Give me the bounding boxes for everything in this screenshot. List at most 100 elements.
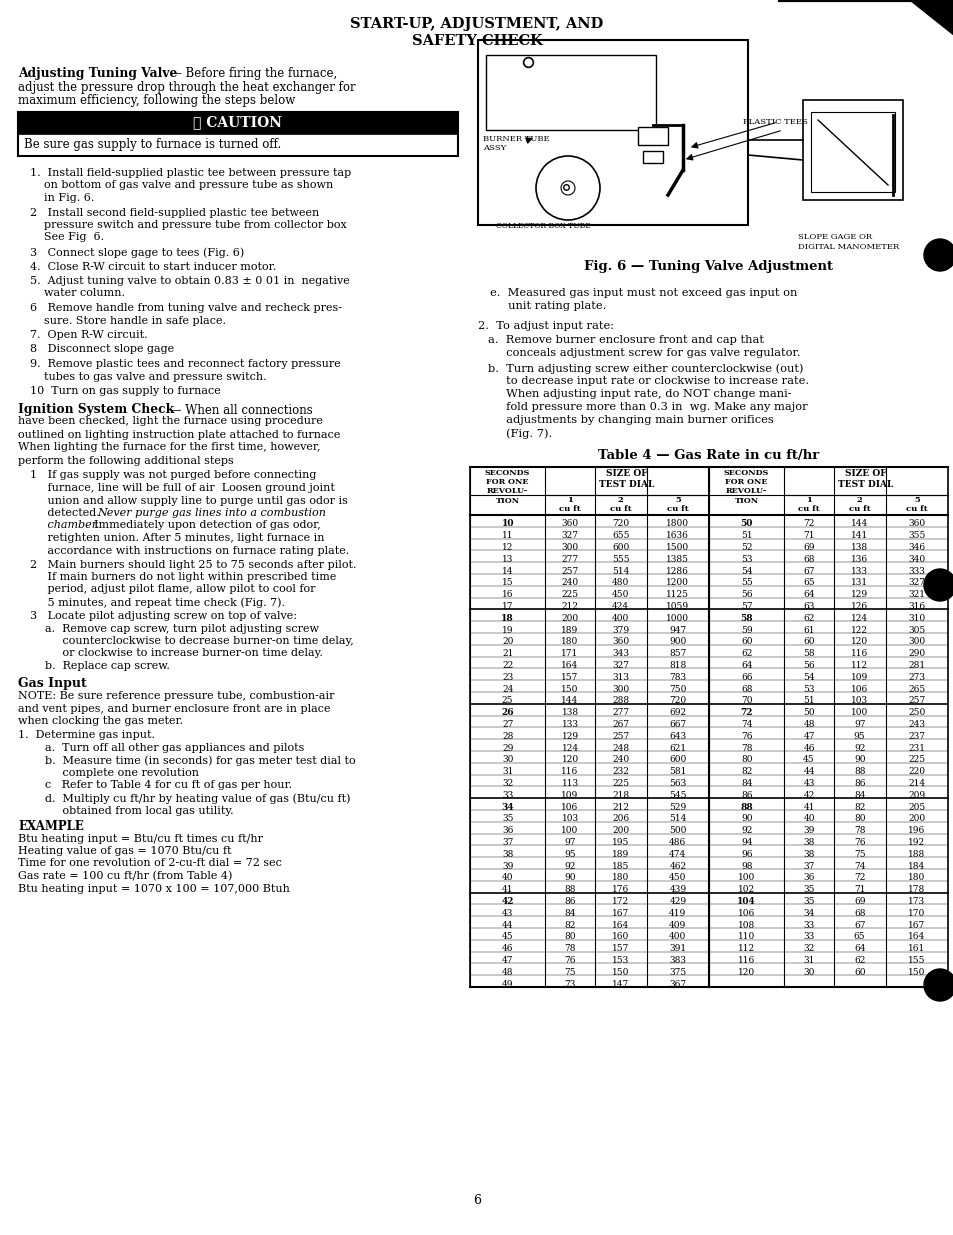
Text: EXAMPLE: EXAMPLE: [18, 820, 84, 834]
Text: 51: 51: [802, 697, 814, 705]
Text: detected.: detected.: [30, 508, 107, 517]
Text: 50: 50: [802, 708, 814, 718]
Text: 95: 95: [853, 732, 864, 741]
Text: 76: 76: [563, 956, 576, 965]
Text: 56: 56: [740, 590, 752, 599]
Text: 68: 68: [802, 555, 814, 563]
Text: COLLECTOR BOX TUBE: COLLECTOR BOX TUBE: [496, 222, 590, 230]
Text: 108: 108: [738, 920, 755, 930]
Text: 26: 26: [501, 708, 514, 718]
Text: 106: 106: [560, 803, 578, 811]
Text: 76: 76: [853, 839, 864, 847]
Text: 225: 225: [907, 756, 924, 764]
Text: 164: 164: [907, 932, 924, 941]
Text: 39: 39: [802, 826, 814, 835]
Text: furnace, line will be full of air  Loosen ground joint: furnace, line will be full of air Loosen…: [30, 483, 335, 493]
Bar: [18, 112, 457, 135]
Text: 43: 43: [501, 909, 513, 918]
Text: 189: 189: [560, 626, 578, 635]
Text: 2.  To adjust input rate:: 2. To adjust input rate:: [477, 321, 614, 331]
Text: 109: 109: [560, 790, 578, 800]
Text: 88: 88: [853, 767, 864, 776]
Text: 257: 257: [560, 567, 578, 576]
Text: 22: 22: [501, 661, 513, 669]
Text: 200: 200: [907, 814, 924, 824]
Text: b.  Turn adjusting screw either counterclockwise (out): b. Turn adjusting screw either countercl…: [488, 363, 802, 373]
Text: 131: 131: [850, 578, 867, 588]
Text: to decrease input rate or clockwise to increase rate.: to decrease input rate or clockwise to i…: [488, 375, 808, 387]
Text: 30: 30: [802, 968, 814, 977]
Text: 231: 231: [907, 743, 924, 752]
Text: 333: 333: [907, 567, 924, 576]
Text: Gas Input: Gas Input: [18, 677, 87, 690]
Text: 167: 167: [907, 920, 924, 930]
Text: 69: 69: [853, 897, 864, 906]
Text: 243: 243: [907, 720, 924, 729]
Text: 643: 643: [669, 732, 685, 741]
Text: 48: 48: [501, 968, 513, 977]
Text: 581: 581: [668, 767, 686, 776]
Text: 692: 692: [669, 708, 685, 718]
Text: 1.  Determine gas input.: 1. Determine gas input.: [18, 730, 154, 740]
Text: 667: 667: [668, 720, 686, 729]
Text: 47: 47: [501, 956, 513, 965]
Text: 138: 138: [850, 543, 867, 552]
Text: 300: 300: [612, 684, 629, 694]
Text: 40: 40: [501, 873, 513, 882]
Text: 29: 29: [501, 743, 513, 752]
Text: 35: 35: [802, 885, 814, 894]
Text: 82: 82: [853, 803, 864, 811]
Text: 529: 529: [668, 803, 686, 811]
Text: 1   If gas supply was not purged before connecting: 1 If gas supply was not purged before co…: [30, 471, 316, 480]
Text: 84: 84: [853, 790, 864, 800]
Text: 947: 947: [668, 626, 686, 635]
Text: 305: 305: [907, 626, 924, 635]
Text: 124: 124: [850, 614, 867, 622]
Text: 19: 19: [501, 626, 513, 635]
Text: 340: 340: [907, 555, 924, 563]
Text: 1286: 1286: [666, 567, 688, 576]
Text: 10  Turn on gas supply to furnace: 10 Turn on gas supply to furnace: [30, 387, 220, 396]
Text: 195: 195: [611, 839, 629, 847]
Text: 171: 171: [560, 650, 578, 658]
Text: 43: 43: [802, 779, 814, 788]
Text: 33: 33: [802, 920, 814, 930]
Text: complete one revolution: complete one revolution: [45, 768, 199, 778]
Text: 214: 214: [907, 779, 924, 788]
Text: 53: 53: [740, 555, 752, 563]
Text: 237: 237: [907, 732, 924, 741]
Text: 188: 188: [907, 850, 924, 858]
Text: 82: 82: [564, 920, 575, 930]
Text: 74: 74: [740, 720, 752, 729]
Bar: [477, 40, 747, 225]
Text: SAFETY CHECK: SAFETY CHECK: [411, 35, 542, 48]
Text: 27: 27: [501, 720, 513, 729]
Text: 1
cu ft: 1 cu ft: [558, 496, 580, 514]
Text: 82: 82: [740, 767, 752, 776]
Text: 59: 59: [740, 626, 752, 635]
Text: 88: 88: [740, 803, 752, 811]
Text: 720: 720: [669, 697, 685, 705]
Text: 720: 720: [612, 520, 629, 529]
Text: 97: 97: [563, 839, 576, 847]
Text: 192: 192: [907, 839, 924, 847]
Text: 78: 78: [853, 826, 864, 835]
Text: 147: 147: [612, 979, 629, 988]
Text: 45: 45: [802, 756, 814, 764]
Text: 100: 100: [850, 708, 867, 718]
Text: 474: 474: [668, 850, 686, 858]
Text: 1000: 1000: [665, 614, 689, 622]
Text: 164: 164: [612, 920, 629, 930]
Text: 100: 100: [738, 873, 755, 882]
Text: 150: 150: [611, 968, 629, 977]
Text: 88: 88: [563, 885, 576, 894]
Text: 750: 750: [668, 684, 686, 694]
Text: 220: 220: [907, 767, 924, 776]
Text: 86: 86: [563, 897, 576, 906]
Text: 424: 424: [612, 601, 629, 611]
Text: chamber.: chamber.: [30, 520, 99, 531]
Text: 1059: 1059: [665, 601, 689, 611]
Text: in Fig. 6.: in Fig. 6.: [30, 193, 94, 203]
Text: 64: 64: [853, 944, 864, 953]
Text: 32: 32: [501, 779, 513, 788]
